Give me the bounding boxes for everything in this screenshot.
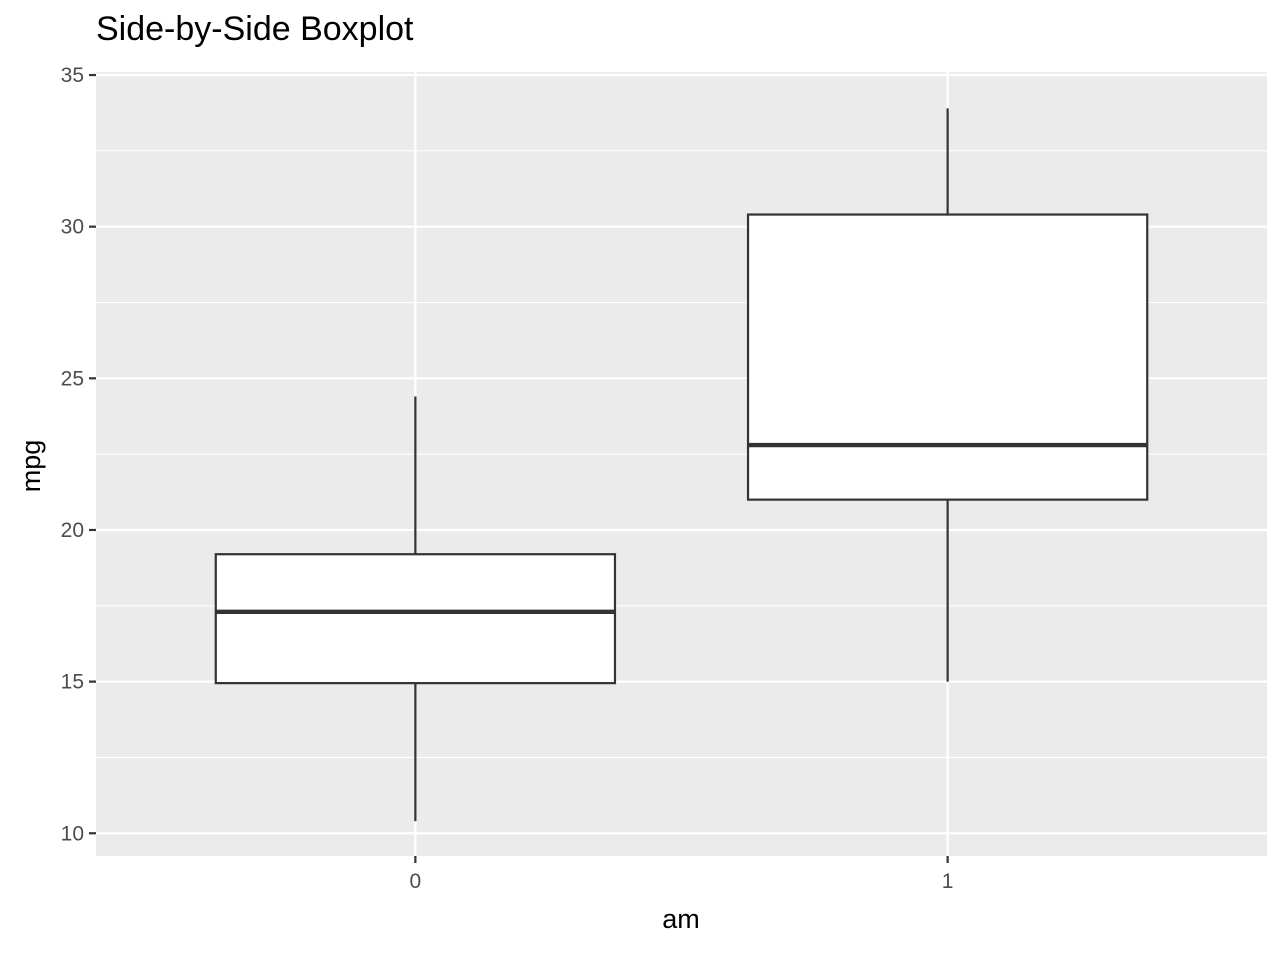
box-0 bbox=[214, 396, 617, 822]
box-iqr bbox=[746, 213, 1149, 501]
y-tick-label: 30 bbox=[61, 216, 84, 239]
box-1 bbox=[746, 108, 1149, 682]
chart-title: Side-by-Side Boxplot bbox=[96, 10, 414, 48]
y-tick-label: 15 bbox=[61, 671, 84, 694]
x-axis-title: am bbox=[662, 904, 700, 934]
boxes bbox=[214, 108, 1149, 822]
box-iqr bbox=[214, 553, 617, 685]
y-tick-label: 10 bbox=[61, 822, 84, 845]
y-tick-label: 20 bbox=[61, 519, 84, 542]
y-tick-label: 25 bbox=[61, 367, 84, 390]
x-tick-label: 1 bbox=[942, 870, 954, 893]
y-axis-title: mpg bbox=[16, 440, 46, 493]
y-tick-label: 35 bbox=[61, 64, 84, 87]
y-axis: 10 15 20 25 30 35 bbox=[61, 64, 96, 845]
x-tick-label: 0 bbox=[410, 870, 422, 893]
